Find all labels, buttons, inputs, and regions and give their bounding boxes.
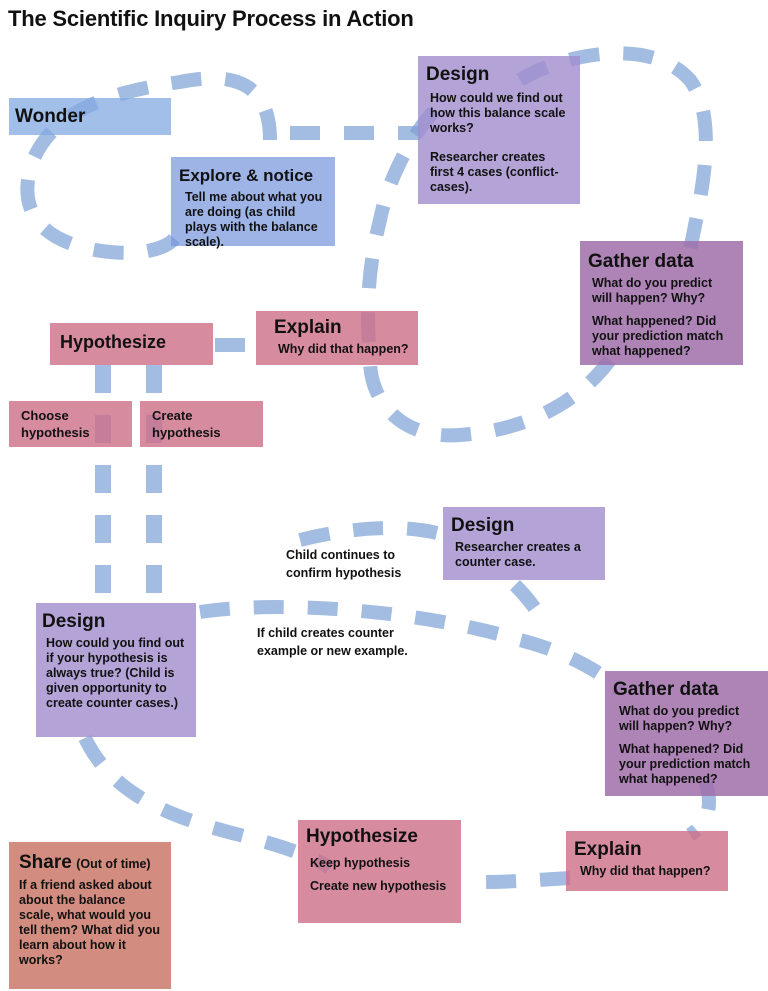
share-text: If a friend asked about about the balanc… [19, 878, 160, 967]
share-heading: Share [19, 852, 72, 873]
explore-box: Explore & notice Tell me about what you … [171, 157, 335, 249]
explore-text: Tell me about what you are doing (as chi… [185, 190, 323, 249]
share-heading-row: Share (Out of time) [19, 852, 161, 874]
share-box: Share (Out of time) If a friend asked ab… [9, 842, 171, 989]
page-title: The Scientific Inquiry Process in Action [8, 6, 414, 31]
explain-2-text: Why did that happen? [580, 864, 711, 878]
explain-1-text: Why did that happen? [278, 342, 409, 356]
create-hypothesis-box: Create hypothesis [140, 401, 263, 447]
design-2-text: Researcher creates a counter case. [455, 540, 581, 569]
design-3-heading: Design [42, 611, 106, 632]
explain-box-2: Explain Why did that happen? [566, 831, 728, 891]
design-2-heading: Design [451, 515, 515, 536]
hypothesize-1-heading: Hypothesize [60, 332, 167, 352]
continue-confirm-label: Child continues to confirm hypothesis [286, 548, 402, 580]
design-3-text: How could you find out if your hypothesi… [46, 636, 185, 710]
gather-2-predict: What do you predict will happen? Why? [619, 704, 740, 733]
explain-1-heading: Explain [274, 317, 342, 338]
hypothesize-2-create: Create new hypothesis [310, 879, 447, 893]
gather-1-result: What happened? Did your prediction match… [592, 314, 724, 358]
first-cycle-loop-path [361, 46, 713, 443]
gather-data-box-2: Gather data What do you predict will hap… [605, 671, 768, 796]
explore-heading: Explore & notice [179, 166, 314, 185]
wonder-heading: Wonder [15, 106, 86, 127]
design-box-3: Design How could you find out if your hy… [36, 603, 196, 737]
hypothesize-box-2: Hypothesize Keep hypothesis Create new h… [298, 820, 461, 923]
gather-data-box-1: Gather data What do you predict will hap… [580, 241, 743, 365]
explain-box-1: Explain Why did that happen? [256, 311, 418, 365]
create-hypothesis-text: Create hypothesis [152, 408, 221, 440]
design-1-note: Researcher creates first 4 cases (confli… [430, 150, 559, 194]
wonder-loop-path [20, 71, 277, 260]
counter-example-label: If child creates counter example or new … [257, 626, 408, 658]
share-note: (Out of time) [76, 857, 151, 871]
gather-2-result: What happened? Did your prediction match… [619, 742, 751, 786]
counter-case-path [198, 600, 625, 696]
design-1-heading: Design [426, 64, 490, 85]
gather-2-heading: Gather data [613, 679, 719, 700]
gather-1-predict: What do you predict will happen? Why? [592, 276, 713, 305]
wonder-box: Wonder [9, 98, 171, 135]
hypothesize-box-1: Hypothesize [50, 323, 213, 365]
confirm-hypothesis-path [298, 521, 552, 629]
explain-2-heading: Explain [574, 839, 642, 860]
hypothesize-2-heading: Hypothesize [306, 826, 418, 847]
choose-hypothesis-box: Choose hypothesis [9, 401, 132, 447]
choose-hypothesis-text: Choose hypothesis [21, 408, 90, 440]
design-box-1: Design How could we find out how this ba… [418, 56, 580, 204]
design-1-question: How could we find out how this balance s… [430, 91, 566, 135]
gather-1-heading: Gather data [588, 251, 694, 272]
hypothesize-2-keep: Keep hypothesis [310, 856, 411, 870]
design-box-2: Design Researcher creates a counter case… [443, 507, 605, 580]
